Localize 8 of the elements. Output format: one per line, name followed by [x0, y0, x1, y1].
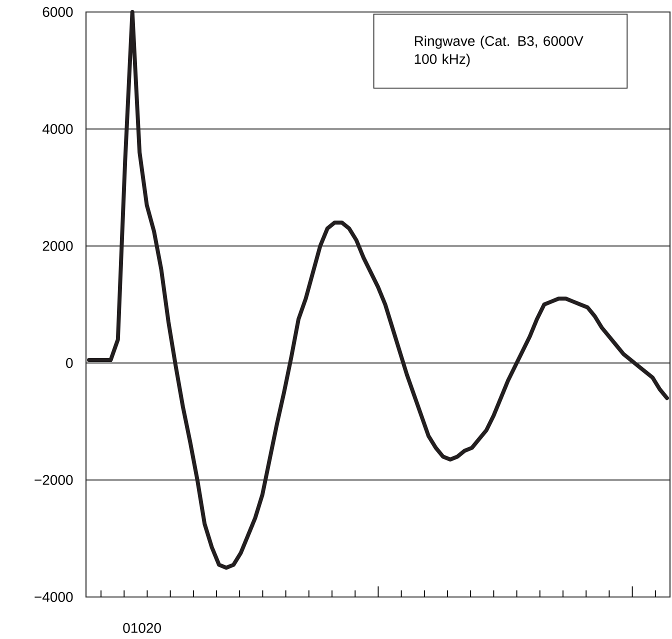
y-tick-label: 0: [66, 358, 73, 368]
y-tick-label: 2000: [42, 241, 73, 251]
y-tick-label: 4000: [42, 124, 73, 134]
y-tick-label: 6000: [42, 7, 73, 17]
text: 01020: [123, 623, 161, 633]
annotation: Ringwave (Cat. B3, 6000V 100 kHz): [414, 36, 584, 67]
y-tick-label: −4000: [34, 592, 73, 602]
y-tick-label: −2000: [34, 475, 73, 485]
